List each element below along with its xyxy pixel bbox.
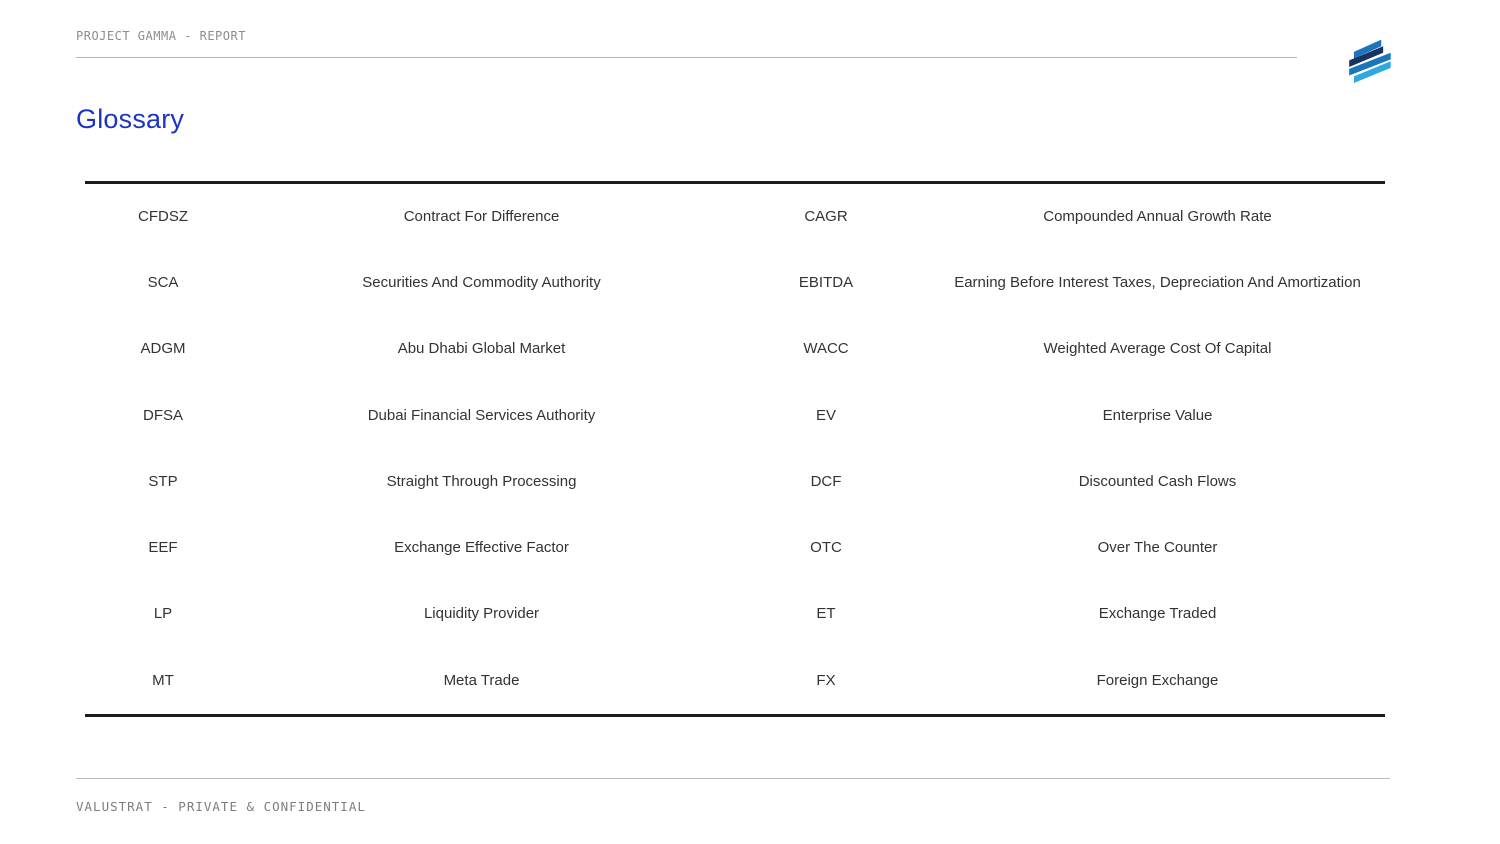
definition-cell: Abu Dhabi Global Market xyxy=(397,340,566,358)
definition-cell: Compounded Annual Growth Rate xyxy=(1043,207,1272,225)
abbreviation-cell: ET xyxy=(816,605,836,623)
abbreviation-cell: FX xyxy=(816,671,836,689)
table-row: DFSA Dubai Financial Services Authority … xyxy=(85,383,1385,449)
header-title: PROJECT GAMMA - REPORT xyxy=(76,29,246,43)
abbreviation-cell: MT xyxy=(152,671,174,689)
definition-cell: Discounted Cash Flows xyxy=(1078,472,1237,490)
definition-cell: Exchange Traded xyxy=(1098,605,1217,623)
definition-cell: Straight Through Processing xyxy=(386,472,577,490)
logo-stripe-2 xyxy=(1349,46,1384,67)
footer-divider xyxy=(76,778,1390,779)
abbreviation-cell: DFSA xyxy=(142,406,183,424)
definition-cell: Weighted Average Cost Of Capital xyxy=(1043,340,1272,358)
definition-cell: Foreign Exchange xyxy=(1096,671,1219,689)
abbreviation-cell: LP xyxy=(153,605,173,623)
definition-cell: Exchange Effective Factor xyxy=(394,539,569,556)
definition-cell: Securities And Commodity Authority xyxy=(362,274,601,291)
abbreviation-cell: CAGR xyxy=(804,207,848,225)
table-row: LP Liquidity Provider ET Exchange Traded xyxy=(85,582,1385,648)
table-row: MT Meta Trade FX Foreign Exchange xyxy=(85,648,1385,714)
abbreviation-cell: SCA xyxy=(147,274,179,291)
definition-cell: Contract For Difference xyxy=(403,207,560,225)
logo-stripe-1 xyxy=(1353,39,1382,59)
table-row: SCA Securities And Commodity Authority E… xyxy=(85,250,1385,316)
table-row: ADGM Abu Dhabi Global Market WACC Weight… xyxy=(85,317,1385,383)
abbreviation-cell: CFDSZ xyxy=(138,207,188,225)
definition-cell: Meta Trade xyxy=(443,671,520,689)
valustrat-logo-icon xyxy=(1349,39,1391,83)
abbreviation-cell: DCF xyxy=(810,472,842,490)
abbreviation-cell: EBITDA xyxy=(798,274,854,291)
header-divider xyxy=(76,57,1297,58)
abbreviation-cell: EV xyxy=(815,406,836,424)
abbreviation-cell: OTC xyxy=(810,539,842,556)
definition-cell: Over The Counter xyxy=(1097,539,1218,556)
table-row: STP Straight Through Processing DCF Disc… xyxy=(85,449,1385,515)
abbreviation-cell: WACC xyxy=(803,340,849,358)
abbreviation-cell: ADGM xyxy=(140,340,186,358)
page-title: Glossary xyxy=(76,104,185,134)
table-row: EEF Exchange Effective Factor OTC Over T… xyxy=(85,515,1385,581)
logo-stripe-3 xyxy=(1349,52,1391,76)
footer-text: VALUSTRAT - PRIVATE & CONFIDENTIAL xyxy=(76,799,366,814)
table-row: CFDSZ Contract For Difference CAGR Compo… xyxy=(85,184,1385,250)
definition-cell: Liquidity Provider xyxy=(423,605,540,623)
abbreviation-cell: EEF xyxy=(148,539,178,556)
glossary-table: CFDSZ Contract For Difference CAGR Compo… xyxy=(85,181,1385,717)
definition-cell: Dubai Financial Services Authority xyxy=(367,406,596,424)
definition-cell: Earning Before Interest Taxes, Depreciat… xyxy=(954,274,1361,291)
definition-cell: Enterprise Value xyxy=(1102,406,1213,424)
abbreviation-cell: STP xyxy=(148,472,178,490)
logo-stripe-4 xyxy=(1353,61,1391,83)
